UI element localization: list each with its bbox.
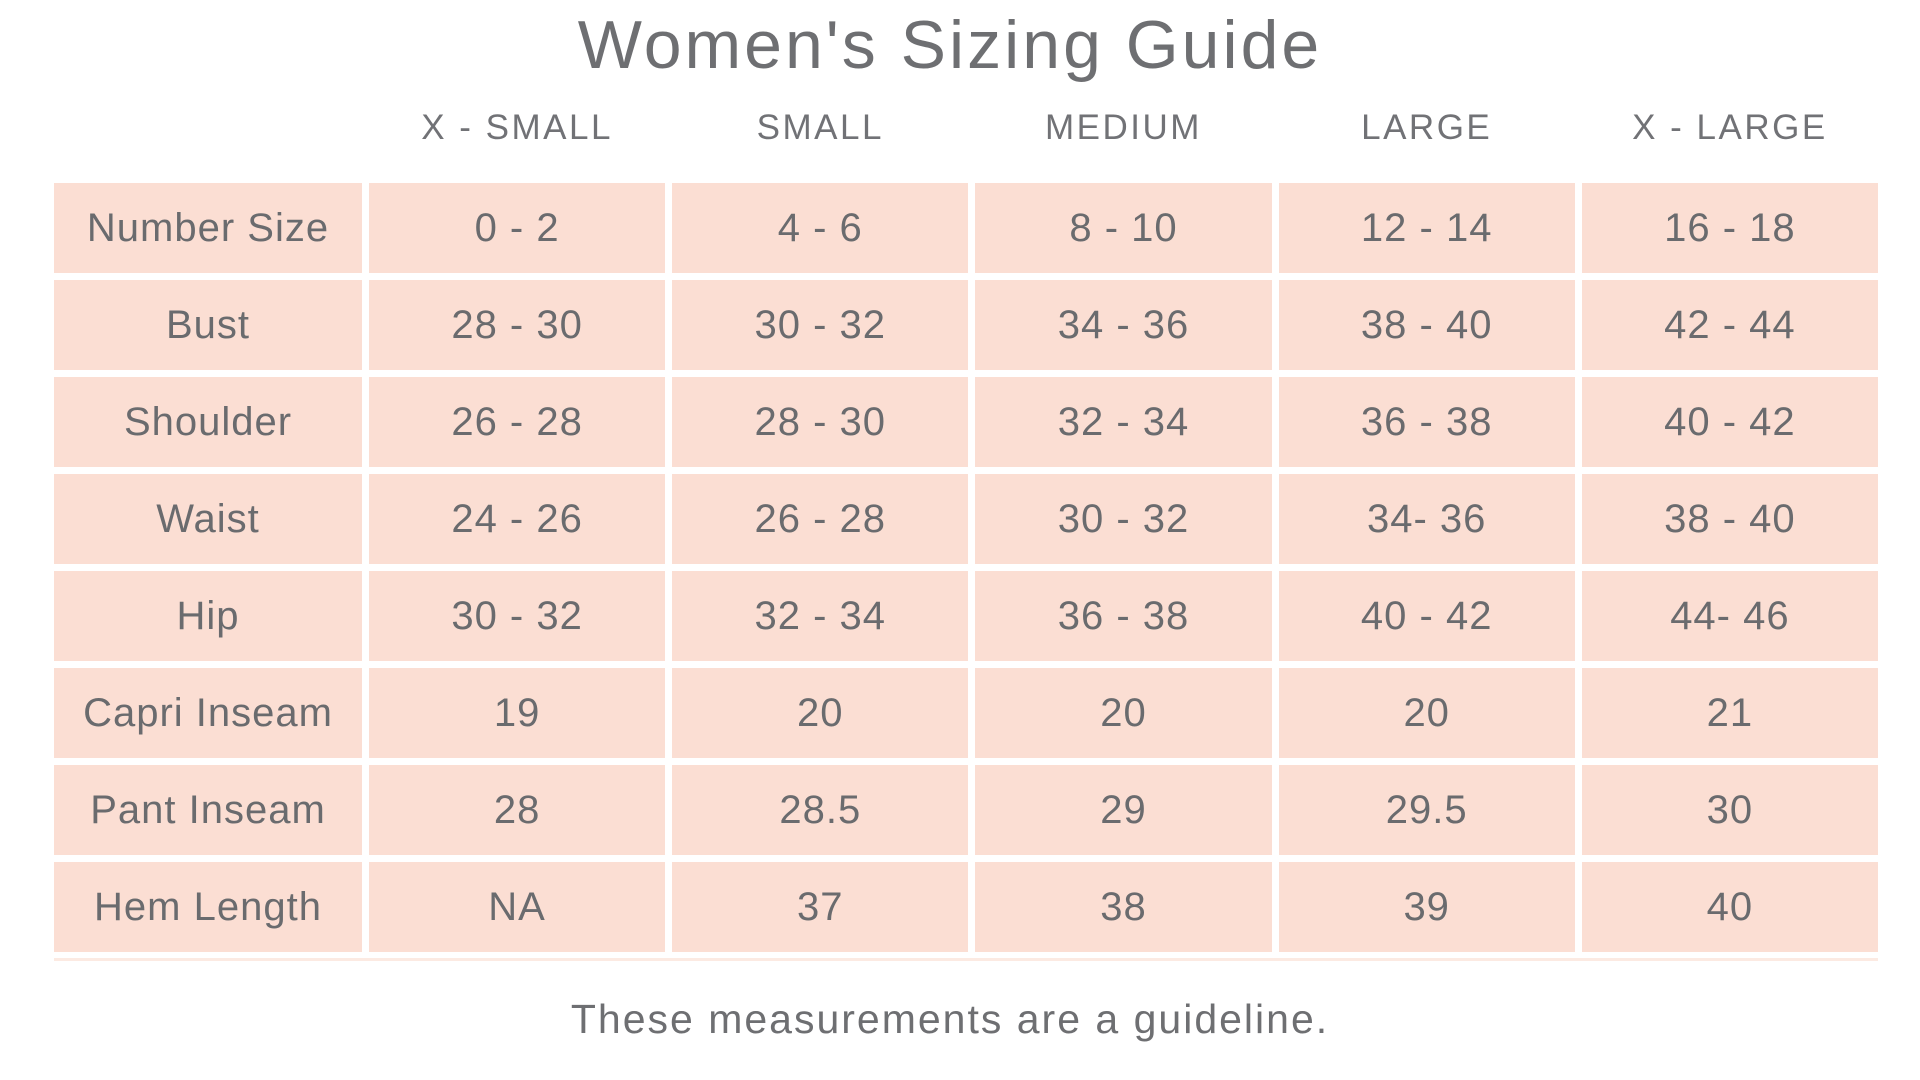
table-bottom-edge (54, 958, 1878, 961)
cell-shoulder-x-small: 26 - 28 (369, 377, 666, 467)
column-header-medium: MEDIUM (1045, 108, 1202, 147)
cell-shoulder-medium: 32 - 34 (975, 377, 1272, 467)
cell-hip-medium: 36 - 38 (975, 571, 1272, 661)
column-header-x-small: X - SMALL (421, 108, 613, 147)
cell-waist-medium: 30 - 32 (975, 474, 1272, 564)
cell-capri-inseam-small: 20 (672, 668, 969, 758)
cell-bust-x-small: 28 - 30 (369, 280, 666, 370)
cell-shoulder-large: 36 - 38 (1278, 377, 1575, 467)
cell-pant-inseam-small: 28.5 (672, 765, 969, 855)
cell-hem-length-medium: 38 (975, 862, 1272, 952)
column-header-large: LARGE (1361, 108, 1493, 147)
row-label-hip: Hip (54, 571, 362, 661)
cell-shoulder-x-large: 40 - 42 (1581, 377, 1878, 467)
row-label-shoulder: Shoulder (54, 377, 362, 467)
cell-hem-length-small: 37 (672, 862, 969, 952)
row-label-number-size: Number Size (54, 183, 362, 273)
cell-bust-small: 30 - 32 (672, 280, 969, 370)
cell-pant-inseam-x-large: 30 (1581, 765, 1878, 855)
row-label-pant-inseam: Pant Inseam (54, 765, 362, 855)
cell-pant-inseam-large: 29.5 (1278, 765, 1575, 855)
cell-number-size-medium: 8 - 10 (975, 183, 1272, 273)
cell-number-size-small: 4 - 6 (672, 183, 969, 273)
column-header-small: SMALL (756, 108, 884, 147)
cell-waist-large: 34- 36 (1278, 474, 1575, 564)
cell-pant-inseam-medium: 29 (975, 765, 1272, 855)
cell-hip-large: 40 - 42 (1278, 571, 1575, 661)
cell-shoulder-small: 28 - 30 (672, 377, 969, 467)
cell-hem-length-large: 39 (1278, 862, 1575, 952)
column-header-x-large: X - LARGE (1632, 108, 1828, 147)
cell-pant-inseam-x-small: 28 (369, 765, 666, 855)
row-label-hem-length: Hem Length (54, 862, 362, 952)
cell-hip-x-small: 30 - 32 (369, 571, 666, 661)
row-label-bust: Bust (54, 280, 362, 370)
cell-hip-x-large: 44- 46 (1581, 571, 1878, 661)
cell-waist-small: 26 - 28 (672, 474, 969, 564)
cell-hem-length-x-large: 40 (1581, 862, 1878, 952)
cell-capri-inseam-medium: 20 (975, 668, 1272, 758)
cell-number-size-x-small: 0 - 2 (369, 183, 666, 273)
row-label-capri-inseam: Capri Inseam (54, 668, 362, 758)
size-header-row: X - SMALL SMALL MEDIUM LARGE X - LARGE (54, 104, 1878, 152)
cell-capri-inseam-large: 20 (1278, 668, 1575, 758)
cell-hip-small: 32 - 34 (672, 571, 969, 661)
cell-number-size-x-large: 16 - 18 (1581, 183, 1878, 273)
page-title: Women's Sizing Guide (577, 7, 1323, 83)
cell-bust-large: 38 - 40 (1278, 280, 1575, 370)
row-label-waist: Waist (54, 474, 362, 564)
cell-number-size-large: 12 - 14 (1278, 183, 1575, 273)
cell-bust-x-large: 42 - 44 (1581, 280, 1878, 370)
footer-note: These measurements are a guideline. (570, 996, 1330, 1042)
cell-waist-x-large: 38 - 40 (1581, 474, 1878, 564)
cell-capri-inseam-x-large: 21 (1581, 668, 1878, 758)
cell-capri-inseam-x-small: 19 (369, 668, 666, 758)
cell-waist-x-small: 24 - 26 (369, 474, 666, 564)
cell-bust-medium: 34 - 36 (975, 280, 1272, 370)
cell-hem-length-x-small: NA (369, 862, 666, 952)
